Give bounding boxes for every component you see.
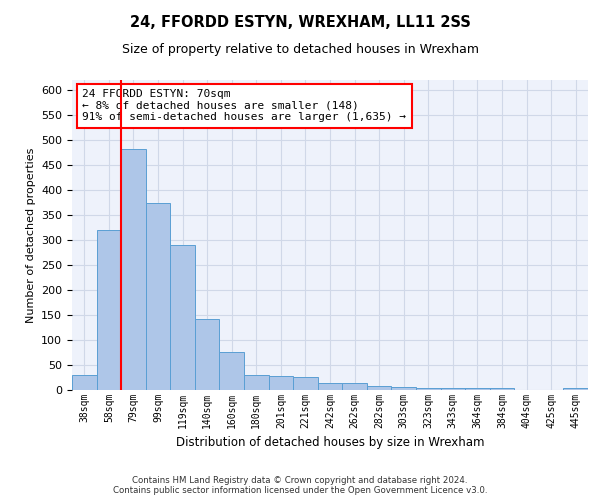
- Bar: [318, 382, 342, 390]
- Bar: [97, 230, 121, 390]
- Text: Size of property relative to detached houses in Wrexham: Size of property relative to detached ho…: [121, 42, 479, 56]
- Text: Contains HM Land Registry data © Crown copyright and database right 2024.
Contai: Contains HM Land Registry data © Crown c…: [113, 476, 487, 495]
- Y-axis label: Number of detached properties: Number of detached properties: [26, 148, 35, 322]
- Bar: [146, 202, 170, 390]
- Text: 24, FFORDD ESTYN, WREXHAM, LL11 2SS: 24, FFORDD ESTYN, WREXHAM, LL11 2SS: [130, 15, 470, 30]
- Bar: [269, 376, 293, 390]
- Bar: [72, 375, 97, 390]
- Bar: [342, 382, 367, 390]
- Text: 24 FFORDD ESTYN: 70sqm
← 8% of detached houses are smaller (148)
91% of semi-det: 24 FFORDD ESTYN: 70sqm ← 8% of detached …: [82, 90, 406, 122]
- Bar: [367, 386, 391, 390]
- Bar: [121, 149, 146, 390]
- Bar: [563, 388, 588, 390]
- Bar: [220, 352, 244, 390]
- Bar: [293, 376, 318, 390]
- Bar: [465, 388, 490, 390]
- Bar: [244, 374, 269, 390]
- Bar: [490, 388, 514, 390]
- Bar: [440, 388, 465, 390]
- Bar: [195, 318, 220, 390]
- Bar: [416, 388, 440, 390]
- Bar: [170, 245, 195, 390]
- X-axis label: Distribution of detached houses by size in Wrexham: Distribution of detached houses by size …: [176, 436, 484, 450]
- Bar: [391, 386, 416, 390]
